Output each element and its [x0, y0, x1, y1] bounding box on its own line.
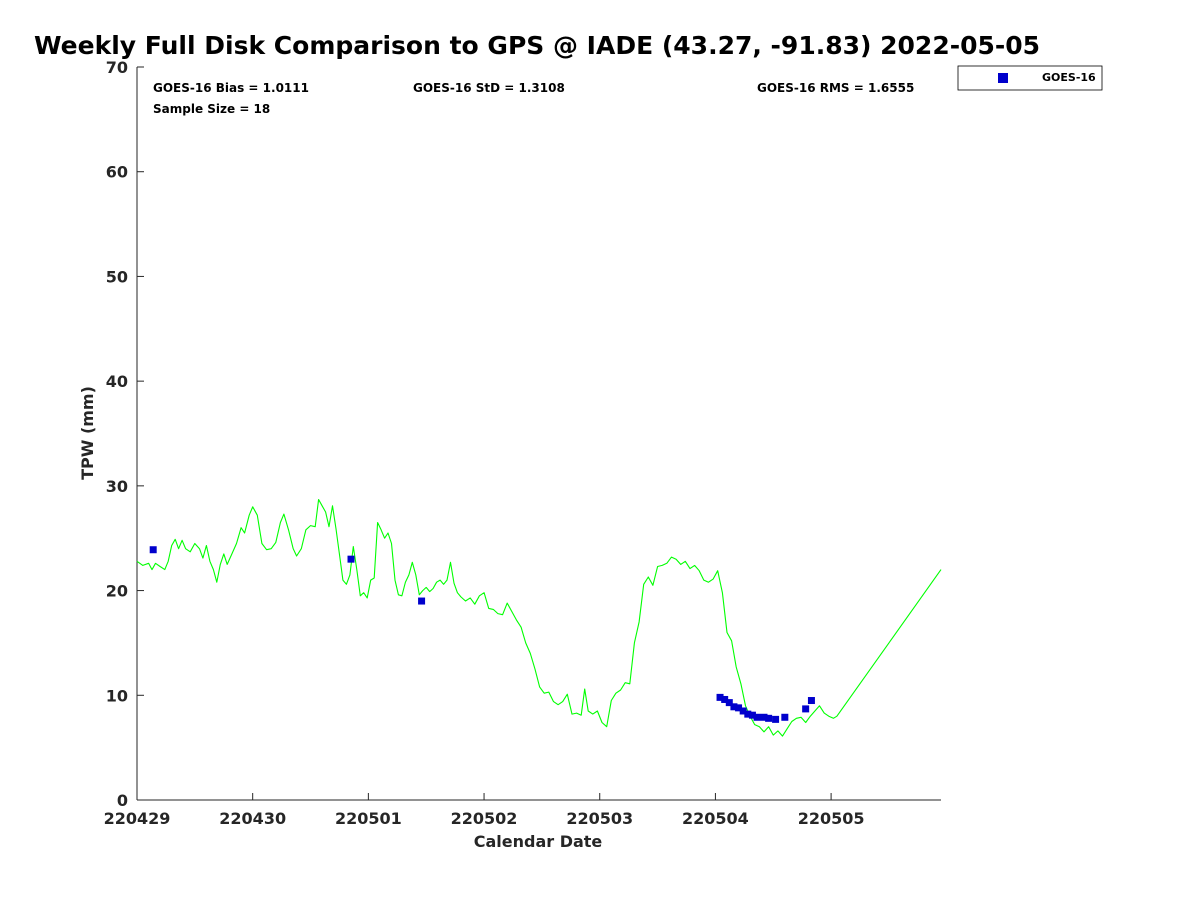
y-tick-label: 10	[106, 686, 128, 705]
goes16-point	[744, 710, 752, 718]
gps-tpw-line	[136, 498, 942, 737]
y-tick-label: 60	[106, 163, 128, 182]
goes16-point	[725, 699, 733, 707]
goes16-point	[347, 555, 355, 563]
goes16-point	[760, 713, 768, 721]
legend-label: GOES-16	[1042, 71, 1096, 84]
x-tick-label: 220429	[104, 809, 171, 828]
goes16-point	[149, 546, 157, 554]
y-axis-label: TPW (mm)	[78, 386, 97, 480]
goes16-point	[802, 705, 810, 713]
rms-stat: GOES-16 RMS = 1.6555	[757, 81, 914, 95]
y-tick-label: 40	[106, 372, 128, 391]
legend-box	[957, 65, 1103, 91]
goes16-point	[721, 695, 729, 703]
x-tick-label: 220430	[219, 809, 286, 828]
gps-tpw-series-line	[136, 498, 942, 737]
x-tick-label: 220504	[682, 809, 749, 828]
legend-marker	[998, 73, 1008, 83]
goes16-point	[716, 693, 724, 701]
axes: 0 10 20 30 40 50 60 70 220429 220430 220501 220502 2…	[104, 58, 941, 828]
y-tick-label: 30	[106, 477, 128, 496]
bias-stat: GOES-16 Bias = 1.0111	[153, 81, 309, 95]
goes16-point	[730, 703, 738, 711]
x-tick-label: 220503	[566, 809, 633, 828]
x-tick-label: 220501	[335, 809, 402, 828]
y-tick-label: 20	[106, 582, 128, 601]
chart-title: Weekly Full Disk Comparison to GPS @ IAD…	[34, 31, 1040, 60]
goes16-point	[739, 707, 747, 715]
x-tick-label: 220505	[798, 809, 865, 828]
y-tick-label: 0	[117, 791, 128, 810]
goes16-point	[781, 713, 789, 721]
goes16-point	[418, 597, 426, 605]
x-axis-label: Calendar Date	[474, 832, 603, 851]
goes16-point	[807, 697, 815, 705]
x-tick-label: 220502	[451, 809, 518, 828]
std-stat: GOES-16 StD = 1.3108	[413, 81, 565, 95]
y-tick-label: 50	[106, 267, 128, 286]
goes16-point	[772, 715, 780, 723]
y-tick-label: 70	[106, 58, 128, 77]
sample-size-stat: Sample Size = 18	[153, 102, 270, 116]
legend: GOES-16	[957, 65, 1103, 91]
goes16-point	[765, 714, 773, 722]
goes16-point	[753, 713, 761, 721]
goes16-point	[748, 711, 756, 719]
goes16-point	[735, 704, 743, 712]
goes16-points	[149, 546, 815, 723]
